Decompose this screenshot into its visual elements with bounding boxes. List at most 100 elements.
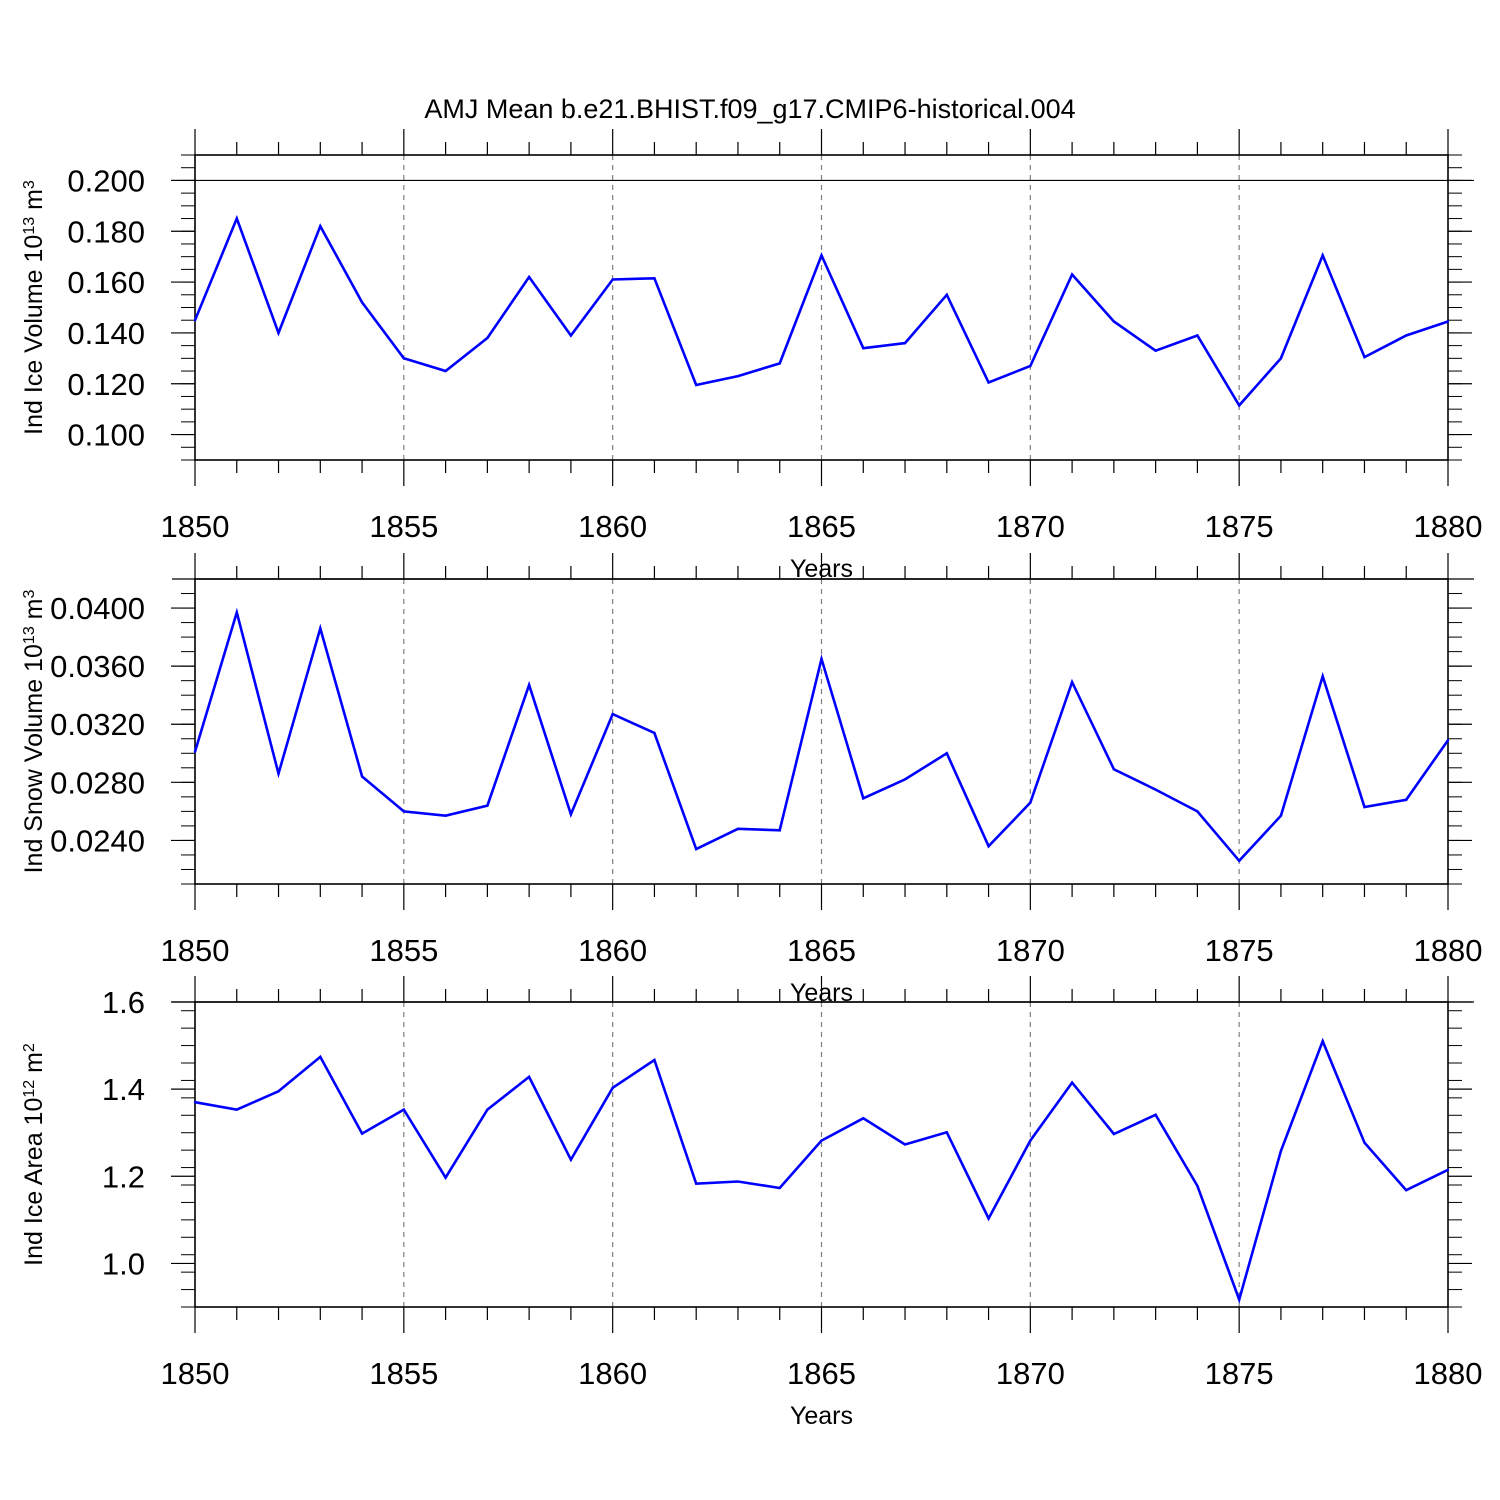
data-point — [235, 217, 238, 220]
data-point — [402, 1108, 406, 1111]
chart-panel-3: 1.0 1.2 1.4 1.6 1850 1855 1860 1865 1870 1875 1880… — [20, 976, 1482, 1430]
x-tick-label: 1865 — [787, 933, 856, 968]
y-axis-label-superscript: 3 — [21, 180, 38, 189]
data-point — [1405, 1189, 1408, 1192]
data-point — [653, 1058, 656, 1062]
chart-title: AMJ Mean b.e21.BHIST.f09_g17.CMIP6-histo… — [424, 94, 1075, 124]
data-point — [193, 319, 197, 322]
data-point — [1279, 814, 1283, 817]
data-point — [1446, 739, 1450, 742]
data-point — [903, 778, 907, 781]
x-tick-label: 1855 — [369, 509, 438, 544]
y-axis-label-part: Ind Snow Volume 10 — [20, 644, 48, 873]
data-point — [277, 1090, 280, 1093]
x-tick-label: 1850 — [161, 1356, 230, 1391]
data-point — [820, 657, 823, 661]
panels: 0.100 0.120 0.140 0.160 0.180 0.200 1850 1855 18… — [20, 129, 1482, 1430]
data-point — [319, 224, 322, 228]
data-point — [1279, 357, 1283, 360]
y-axis-label-part: Ind Ice Volume 10 — [20, 235, 48, 435]
data-point — [1321, 675, 1324, 678]
data-point — [778, 362, 781, 365]
data-point — [1112, 320, 1116, 323]
data-point — [527, 275, 531, 279]
x-tick-label: 1860 — [578, 509, 647, 544]
y-axis-label: Ind Snow Volume 1013 m3 — [20, 590, 48, 874]
data-point — [569, 1158, 573, 1161]
x-tick-label: 1850 — [161, 933, 230, 968]
data-point — [1112, 1132, 1116, 1136]
data-point — [1363, 355, 1366, 359]
y-tick-label: 0.140 — [67, 316, 145, 351]
data-point — [1237, 859, 1241, 862]
data-point — [653, 731, 656, 735]
data-point — [1154, 1113, 1157, 1117]
data-point — [1237, 404, 1241, 407]
x-tick-label: 1880 — [1414, 933, 1483, 968]
data-point — [945, 752, 948, 755]
chart-panel-1: 0.100 0.120 0.140 0.160 0.180 0.200 1850 1855 18… — [20, 129, 1482, 583]
data-point — [1405, 798, 1408, 801]
data-point — [611, 712, 614, 716]
data-point — [360, 1132, 364, 1135]
y-tick-label: 1.2 — [102, 1159, 145, 1194]
data-point — [1070, 680, 1074, 684]
y-axis-label: Ind Ice Area 1012 m2 — [20, 1043, 48, 1266]
y-tick-label: 0.0320 — [50, 707, 145, 742]
data-point — [736, 1180, 740, 1183]
data-point — [1321, 254, 1324, 257]
data-point — [611, 278, 614, 281]
data-point — [1363, 805, 1366, 809]
data-point — [444, 814, 447, 817]
data-point — [193, 750, 197, 754]
x-tick-label: 1860 — [578, 933, 647, 968]
x-axis-label: Years — [790, 1402, 853, 1430]
data-point — [903, 341, 907, 345]
data-point — [1237, 1298, 1241, 1301]
y-tick-label: 1.4 — [102, 1072, 145, 1107]
data-point — [527, 1075, 531, 1079]
data-point — [1029, 801, 1032, 804]
data-point — [778, 1186, 781, 1190]
data-point — [569, 813, 573, 816]
data-point — [945, 1131, 948, 1134]
x-tick-label: 1860 — [578, 1356, 647, 1391]
y-tick-label: 0.180 — [67, 214, 145, 249]
x-tick-label: 1870 — [996, 1356, 1065, 1391]
data-point — [527, 683, 531, 687]
x-tick-label: 1880 — [1414, 509, 1483, 544]
data-point — [360, 775, 364, 778]
data-point — [1196, 334, 1199, 337]
data-point — [862, 797, 865, 800]
y-tick-label: 0.0240 — [50, 823, 145, 858]
x-tick-label: 1855 — [369, 933, 438, 968]
data-point — [778, 829, 781, 832]
data-point — [1405, 334, 1408, 337]
data-point — [1154, 788, 1157, 791]
data-point — [987, 381, 990, 384]
y-tick-label: 0.0280 — [50, 765, 145, 800]
series-line — [194, 1037, 1449, 1304]
x-tick-label: 1855 — [369, 1356, 438, 1391]
data-point — [1112, 768, 1116, 771]
data-point — [987, 1217, 990, 1220]
chart-panel-2: 0.0240 0.0280 0.0320 0.0360 0.0400 1850 1855 18… — [20, 553, 1482, 1007]
y-axis-label-part: Ind Ice Area 10 — [20, 1098, 48, 1266]
y-tick-label: 0.160 — [67, 265, 145, 300]
y-axis-label-superscript: 3 — [21, 590, 38, 599]
data-point — [277, 331, 280, 335]
data-point — [1154, 349, 1157, 352]
data-point — [945, 293, 948, 296]
data-point — [695, 847, 698, 851]
data-point — [235, 611, 238, 614]
data-point — [695, 1182, 698, 1185]
x-tick-label: 1870 — [996, 509, 1065, 544]
data-point — [736, 827, 740, 831]
data-point — [486, 336, 489, 340]
y-tick-label: 0.200 — [67, 163, 145, 198]
y-axis-label-superscript: 13 — [21, 217, 38, 235]
y-axis-label-superscript: 12 — [21, 1080, 38, 1098]
x-tick-label: 1875 — [1205, 933, 1274, 968]
data-point — [653, 277, 656, 280]
y-axis-label-part: m — [20, 599, 48, 627]
